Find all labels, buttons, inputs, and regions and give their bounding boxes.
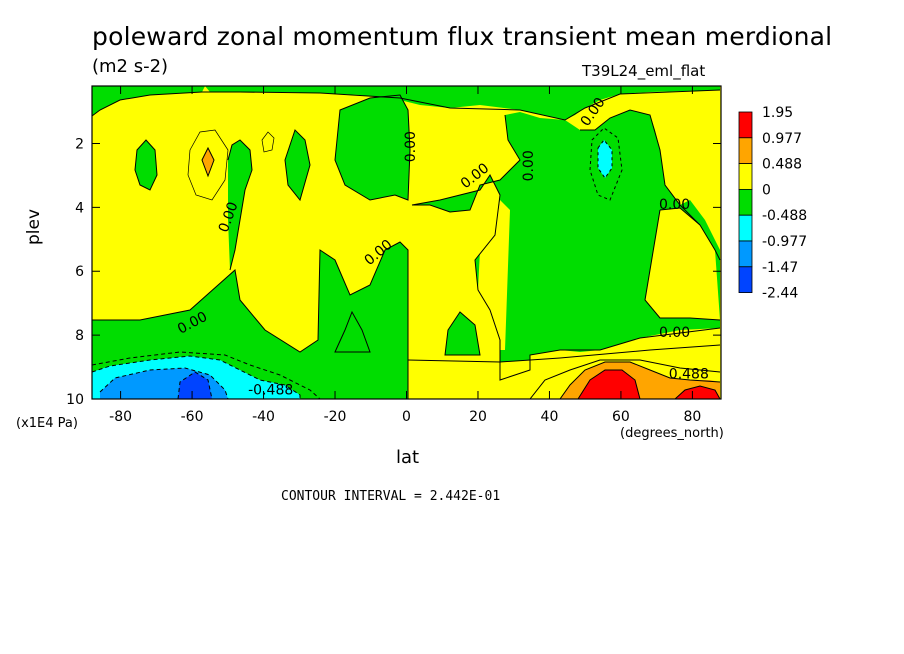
contour-label: 0.488 (669, 366, 709, 382)
contour-label-text: 0.00 (521, 150, 537, 181)
contour-line-pos-bubble-58s-inner (201, 146, 215, 178)
contour-line-right-upper (412, 114, 521, 213)
fill-level-0-bubble-low-center (335, 312, 370, 352)
contour-label-text: 0.488 (669, 366, 709, 382)
fill-level-0-bubble-low-right (445, 312, 480, 355)
contour-line-bottom-right-red-2 (674, 385, 721, 399)
contour-line-bubble-low-center (334, 310, 371, 353)
x-axis-label: lat (396, 447, 420, 468)
fill-level-1.95-bottom-right (578, 370, 640, 399)
axes: -80 -60 -40 -20 0 20 40 60 80 2 4 6 8 10 (66, 86, 721, 425)
contour-interval: CONTOUR INTERVAL = 2.442E-01 (281, 489, 501, 504)
contour-label: 0.00 (659, 325, 690, 341)
x-tick-label: -40 (252, 409, 275, 425)
fill-level-0-center-column (335, 95, 410, 200)
fill-level-1.95-bottom-right-2 (675, 386, 720, 399)
contour-labels: 0.000.000.000.000.00 0.000.000.000.000.48… (175, 95, 709, 399)
legend-label: 1.95 (762, 105, 793, 121)
x-tick-label: 40 (541, 409, 559, 425)
contour-label: 0.00 (659, 197, 690, 213)
contour-line-pos-bubble-58s-outer (187, 129, 229, 201)
x-tick-label: 60 (612, 409, 630, 425)
contour-line-bubble-mid (284, 129, 311, 202)
contour-line-bottom-strip (407, 344, 721, 363)
x-tick-label: 0 (402, 409, 411, 425)
legend-swatch (738, 214, 753, 242)
contour-label: 0.00 (521, 150, 537, 181)
legend-swatch (738, 266, 753, 293)
contour-line-center-column (334, 94, 411, 201)
contour-label-text: 0.00 (659, 197, 690, 213)
fill-level--0.488-bubble-55n (598, 140, 612, 178)
contour-line-patch-right (644, 207, 721, 321)
contour-line-lower-left (92, 241, 409, 399)
legend-swatch (738, 111, 753, 139)
legend-label: 0 (762, 182, 771, 198)
contour-line-bubble-low-right (444, 311, 481, 356)
x-tick-label: 20 (469, 409, 487, 425)
y-tick-label: 10 (66, 392, 84, 408)
legend-swatch (738, 137, 753, 165)
contour-line-bubble-left (134, 139, 158, 191)
chart-units: (m2 s-2) (92, 56, 169, 77)
fill-level-0-top-center (205, 86, 720, 120)
contour-label-text: 0.00 (659, 325, 690, 341)
y-tick-label: 6 (75, 264, 84, 280)
contour-lines (92, 89, 721, 399)
contour-label-text: 0.00 (403, 131, 419, 162)
contour-line-bottom-right-red (577, 369, 641, 399)
contour-line-bottom-right-thin (529, 359, 721, 399)
contour-line-bubble-mid-left (227, 139, 253, 271)
x-tick-label: 80 (683, 409, 701, 425)
contour-label-text: -0.488 (248, 382, 293, 398)
fill-level-0-bubble-left (135, 140, 157, 190)
legend-swatch (738, 163, 753, 190)
color-legend: 1.95 0.977 0.488 0 -0.488 -0.977 -1.47 -2.44 (738, 105, 807, 302)
legend-label: -0.977 (762, 234, 807, 250)
contour-label: -0.488 (248, 382, 293, 398)
fill-level-0-right (412, 110, 720, 380)
contour-line-neg-bubble-55n-outer (589, 127, 623, 201)
x-tick-label: -80 (109, 409, 132, 425)
contour-line-right-top (580, 109, 721, 261)
contour-line-pos-bubble-40s (261, 131, 275, 153)
contour-line-neg-2 (92, 351, 321, 399)
contour-line-neg-1 (92, 355, 301, 399)
x-axis-units: (degrees_north) (620, 426, 724, 441)
legend-label: 0.488 (762, 157, 802, 173)
fill-level-0-bubble-mid-left (228, 140, 252, 270)
contour-label: 0.00 (403, 131, 419, 162)
chart-title: poleward zonal momentum flux transient m… (92, 22, 833, 51)
contour-line-bottom-right-orange (559, 361, 721, 399)
y-tick-label: 2 (75, 136, 84, 152)
fill-level-0-bubble-mid (285, 130, 310, 200)
legend-swatch (738, 188, 753, 216)
legend-label: 0.977 (762, 131, 802, 147)
contour-line-zero-top (92, 89, 721, 121)
legend-label: -2.44 (762, 286, 798, 302)
legend-label: -1.47 (762, 260, 798, 276)
y-tick-label: 8 (75, 328, 84, 344)
y-axis-units: (x1E4 Pa) (16, 416, 78, 431)
contour-line-neg-4 (177, 371, 213, 399)
fill-level-0.488-patch-right (645, 208, 720, 320)
legend-label: -0.488 (762, 208, 807, 224)
contour-line-neg-3 (99, 367, 229, 399)
legend-swatch (738, 240, 753, 268)
contour-line-right (411, 174, 721, 381)
fill-level-0.488-patch-center (478, 200, 510, 350)
fill-level--1.47-bottom-left (178, 372, 212, 399)
dataset-label: T39L24_eml_flat (582, 62, 706, 80)
y-tick-label: 4 (75, 200, 84, 216)
x-tick-label: -20 (324, 409, 347, 425)
x-tick-label: -60 (181, 409, 204, 425)
